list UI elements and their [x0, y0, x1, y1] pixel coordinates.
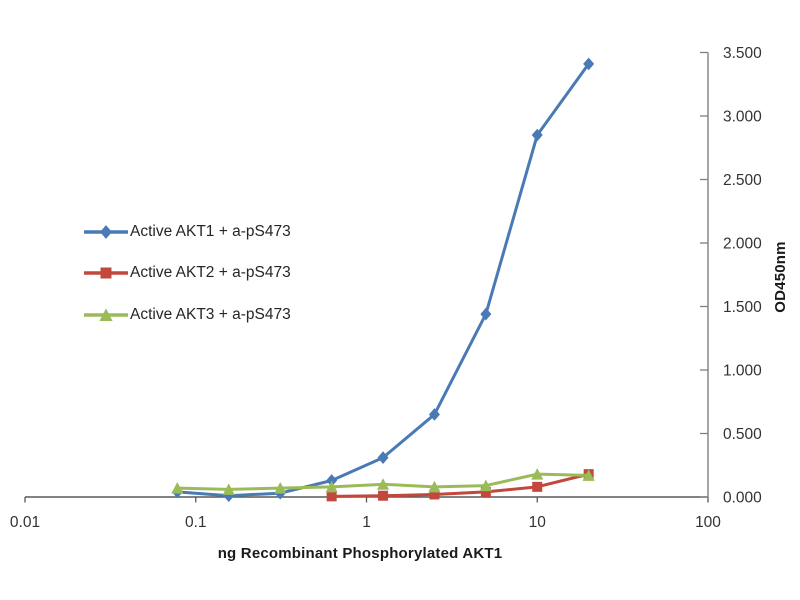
- data-point-triangle-icon: [99, 308, 113, 321]
- y-tick-label: 0.000: [723, 490, 762, 507]
- legend-marker-diamond-icon: [84, 224, 128, 240]
- data-point-triangle-icon: [428, 480, 441, 493]
- chart-legend: Active AKT1 + a-pS473 Active AKT2 + a-pS…: [84, 211, 291, 336]
- series-akt3: [171, 468, 595, 495]
- data-point-square-icon: [378, 490, 389, 501]
- legend-label-akt1: Active AKT1 + a-pS473: [130, 222, 291, 240]
- data-point-diamond-icon: [583, 57, 595, 71]
- data-point-square-icon: [532, 481, 543, 492]
- y-tick-label: 1.000: [723, 363, 762, 380]
- x-axis-title: ng Recombinant Phosphorylated AKT1: [217, 545, 503, 562]
- legend-item-akt3: Active AKT3 + a-pS473: [84, 294, 291, 336]
- legend-label-akt2: Active AKT2 + a-pS473: [130, 264, 291, 282]
- x-tick-label: 0.01: [10, 514, 40, 531]
- x-tick-label: 0.1: [185, 514, 207, 531]
- series-line: [330, 472, 591, 498]
- data-point-diamond-icon: [100, 224, 112, 239]
- data-point-square-icon: [100, 267, 112, 279]
- data-point-diamond-icon: [531, 128, 543, 142]
- y-tick-label: 2.000: [723, 236, 762, 253]
- legend-marker-triangle-icon: [84, 307, 128, 323]
- data-point-triangle-icon: [325, 480, 338, 493]
- y-axis-title: OD450nm: [772, 241, 789, 313]
- data-point-square-icon: [326, 491, 337, 502]
- data-point-triangle-icon: [531, 468, 544, 480]
- data-point-diamond-icon: [326, 474, 338, 487]
- data-point-square-icon: [480, 486, 491, 497]
- y-tick-label: 0.500: [723, 426, 762, 443]
- data-point-triangle-icon: [376, 478, 390, 490]
- data-point-triangle-icon: [222, 483, 235, 495]
- data-point-triangle-icon: [274, 482, 287, 494]
- data-point-triangle-icon: [582, 469, 595, 481]
- legend-item-akt2: Active AKT2 + a-pS473: [84, 253, 291, 295]
- data-point-square-icon: [429, 489, 440, 500]
- y-tick-label: 1.500: [723, 299, 762, 316]
- x-tick-label: 1: [362, 514, 371, 531]
- data-point-diamond-icon: [377, 451, 389, 464]
- legend-label-akt3: Active AKT3 + a-pS473: [130, 305, 291, 323]
- data-point-triangle-icon: [171, 482, 184, 494]
- x-tick-label: 100: [695, 514, 721, 531]
- data-point-diamond-icon: [428, 408, 440, 421]
- data-point-diamond-icon: [480, 307, 492, 321]
- y-tick-label: 3.500: [723, 45, 762, 62]
- legend-marker-square-icon: [84, 265, 128, 281]
- y-tick-label: 2.500: [723, 172, 762, 189]
- x-tick-label: 10: [529, 514, 547, 531]
- data-point-triangle-icon: [479, 479, 492, 492]
- y-tick-label: 3.000: [723, 109, 762, 126]
- legend-item-akt1: Active AKT1 + a-pS473: [84, 211, 291, 253]
